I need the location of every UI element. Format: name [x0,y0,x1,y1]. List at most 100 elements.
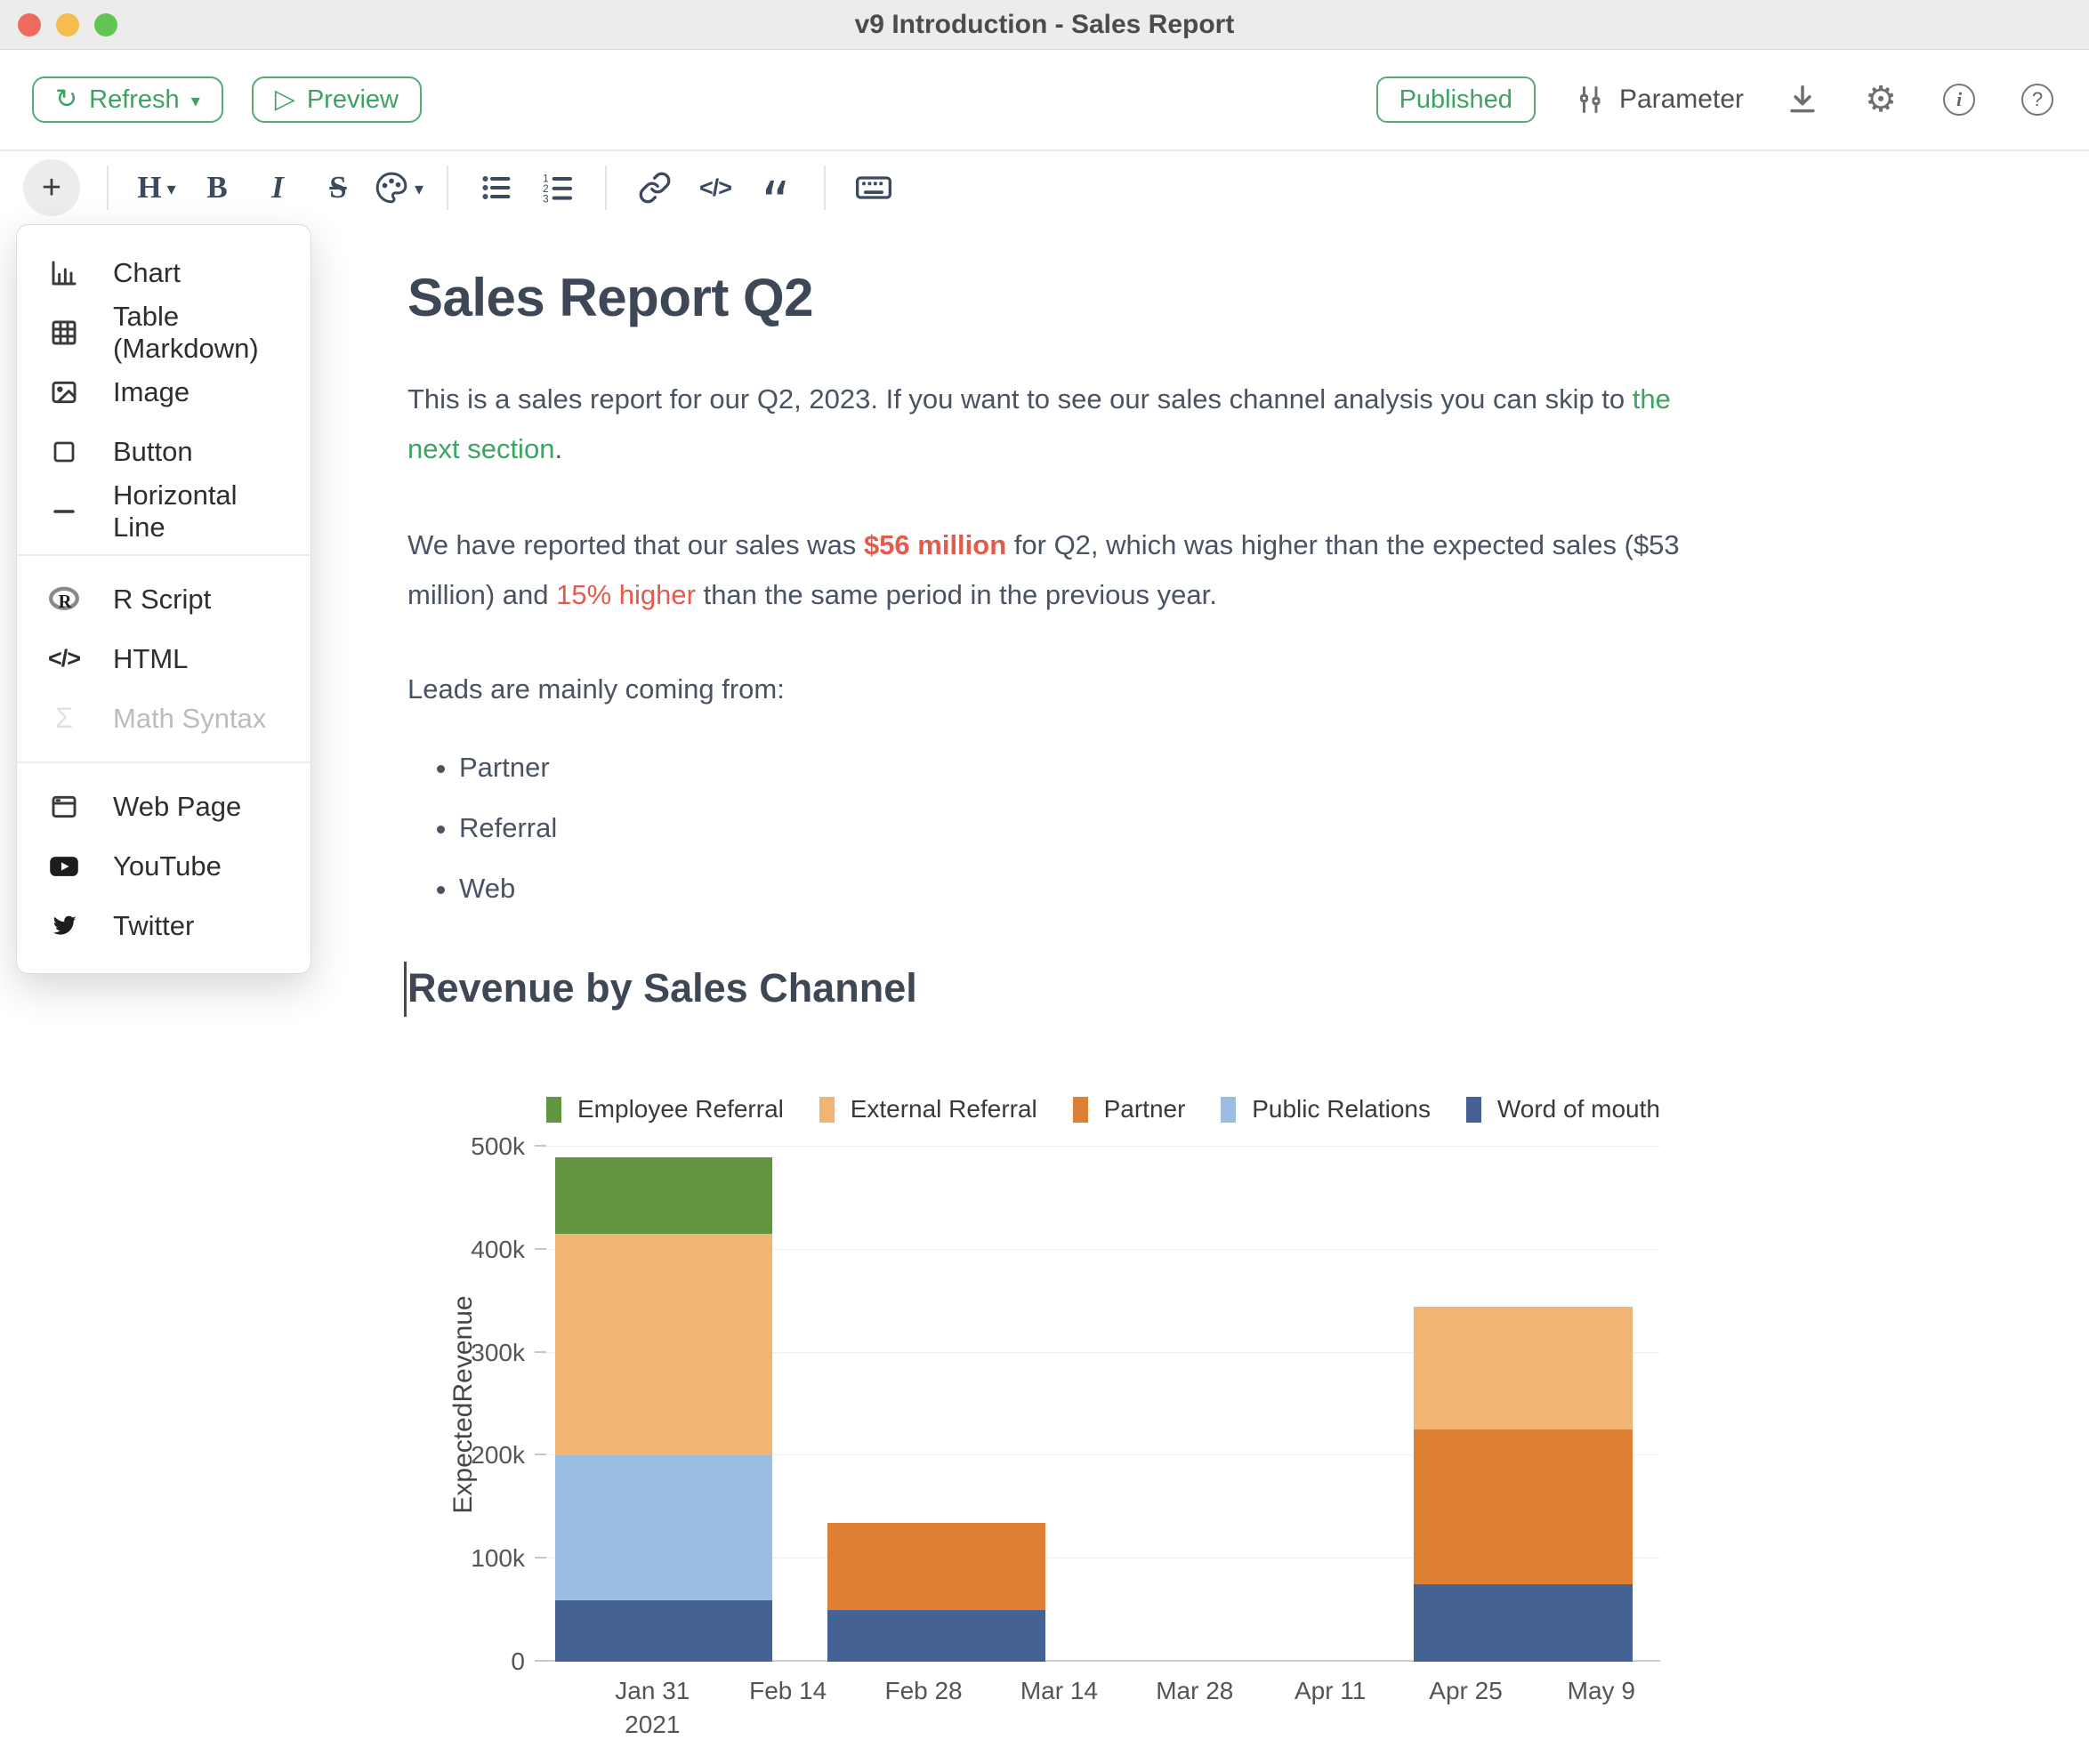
chart-plot-area: ExpectedRevenue 0 100k 200k 300k 400k 500k Jan… [448,1134,1660,1738]
keyboard-icon [856,176,892,199]
bar-segment-word-of-mouth [1414,1584,1633,1662]
keyboard-shortcuts-button[interactable] [849,163,899,213]
text-run: for Q2, which was higher than the expect… [407,529,1680,610]
gridline [546,1351,1660,1353]
bold-icon: B [206,170,228,205]
twitter-icon [45,914,83,938]
legend-item-external-referral: External Referral [819,1095,1037,1124]
y-tick-mark [535,1454,546,1456]
refresh-icon: ↻ [55,85,78,114]
main-toolbar: ↻ Refresh ▾ ▷ Preview Published Paramete… [0,50,2089,151]
parameter-button[interactable]: Parameter [1575,84,1744,116]
menu-item-button[interactable]: Button [17,422,311,481]
paragraph-sales: We have reported that our sales was $56 … [407,520,1706,620]
bullet-list-button[interactable] [472,163,521,213]
bullet-list-icon [482,176,511,199]
strikethrough-icon: S [329,170,347,205]
menu-item-horizontal-line[interactable]: Horizontal Line [17,479,311,543]
menu-divider [17,554,311,556]
plus-icon: + [41,168,62,206]
text-cursor [404,962,407,1017]
menu-item-label: R Script [113,583,212,615]
heading-icon: H [137,170,162,205]
menu-item-r-script[interactable]: R R Script [17,569,311,629]
youtube-icon [45,854,83,879]
caret-down-icon: ▾ [415,180,424,199]
document-editor[interactable]: Sales Report Q2 This is a sales report f… [404,224,1706,1738]
insert-block-button[interactable]: + [23,159,80,216]
svg-text:1: 1 [543,173,548,184]
help-button[interactable]: ? [2018,80,2057,119]
bar-segment-word-of-mouth [827,1610,1046,1662]
menu-item-label: YouTube [113,850,222,882]
info-button[interactable]: i [1940,80,1979,119]
math-icon: Σ [55,702,73,734]
x-tick-label: Feb 28 [884,1677,963,1704]
menu-item-table-markdown[interactable]: Table (Markdown) [17,301,311,364]
menu-item-html[interactable]: </> HTML [17,629,311,689]
bold-button[interactable]: B [192,163,242,213]
caret-down-icon: ▾ [190,92,200,111]
menu-item-label: Math Syntax [113,702,267,734]
blockquote-button[interactable]: “ [761,171,791,237]
text-color-button[interactable]: ▾ [374,163,423,213]
chart-icon [45,259,83,287]
leads-list: Partner Referral Web [459,752,1706,905]
revenue-chart: Employee Referral External Referral Partne… [407,1095,1706,1738]
menu-item-image[interactable]: Image [17,362,311,422]
published-badge[interactable]: Published [1375,77,1536,123]
preview-label: Preview [306,85,399,114]
window-controls [18,0,117,50]
refresh-button[interactable]: ↻ Refresh ▾ [32,77,223,123]
settings-button[interactable]: ⚙ [1861,80,1900,119]
bar-segment-partner [827,1522,1046,1611]
y-tick-mark [535,1350,546,1353]
legend-label: Public Relations [1252,1095,1432,1123]
gridline [546,1558,1660,1559]
list-item: Referral [459,812,1706,844]
italic-button[interactable]: I [253,163,302,213]
ordered-list-button[interactable]: 1 2 3 [532,163,582,213]
menu-item-label: Chart [113,256,181,288]
menu-item-web-page[interactable]: Web Page [17,777,311,836]
menu-item-youtube[interactable]: YouTube [17,836,311,896]
paragraph-intro: This is a sales report for our Q2, 2023.… [407,375,1706,474]
svg-text:3: 3 [543,194,548,205]
next-section-link[interactable]: the next section [407,383,1671,464]
strikethrough-button[interactable]: S [313,163,363,213]
legend-label: External Referral [850,1095,1037,1123]
toolbar-separator [605,165,608,210]
close-window-button[interactable] [18,13,41,36]
minimize-window-button[interactable] [56,13,79,36]
y-tick-label: 300k [471,1338,525,1366]
text-run: . [554,433,563,464]
code-button[interactable]: </> [690,163,740,213]
preview-button[interactable]: ▷ Preview [251,77,422,123]
published-label: Published [1399,85,1512,114]
stacked-bar [555,1156,772,1662]
menu-item-twitter[interactable]: Twitter [17,896,311,955]
download-button[interactable] [1783,80,1822,119]
legend-item-employee-referral: Employee Referral [546,1095,784,1124]
svg-text:2: 2 [543,183,548,195]
link-button[interactable] [630,163,680,213]
stacked-bar [1414,1306,1633,1662]
heading-button[interactable]: H ▾ [132,163,181,213]
x-tick-label: Apr 11 [1294,1677,1367,1704]
x-tick-label: Feb 14 [749,1677,827,1704]
zoom-window-button[interactable] [94,13,117,36]
x-tick-label: Apr 25 [1429,1677,1503,1704]
legend-item-word-of-mouth: Word of mouth [1465,1095,1660,1124]
section-heading: Revenue by Sales Channel [404,962,1706,1017]
menu-item-label: HTML [113,642,189,674]
menu-item-label: Twitter [113,909,195,941]
menu-item-chart[interactable]: Chart [17,243,311,302]
text-run: $56 million [863,529,1007,560]
bar-segment-external-referral [1414,1306,1633,1430]
y-tick-label: 500k [471,1132,525,1160]
legend-item-public-relations: Public Relations [1221,1095,1431,1124]
chart-legend: Employee Referral External Referral Partne… [546,1095,1660,1124]
list-item: Partner [459,752,1706,784]
text-run: This is a sales report for our Q2, 2023.… [407,383,1633,415]
insert-menu: Chart Table (Markdown) Image Button Horizont… [16,224,311,974]
